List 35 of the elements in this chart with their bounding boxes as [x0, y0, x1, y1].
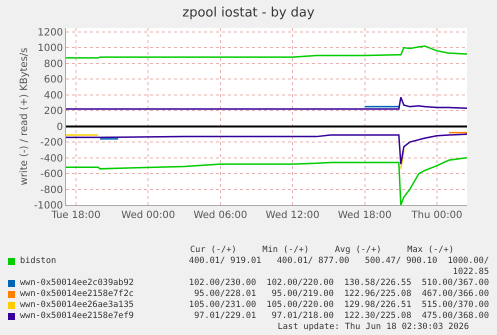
- y-tick-label: 400: [44, 90, 63, 102]
- y-tick-label: 1200: [38, 27, 63, 38]
- line-series: [66, 133, 467, 165]
- text: 400.01/ 919.01 400.01/ 877.00 500.47/ 900.10 1000.00/ 1022.85: [188, 256, 489, 278]
- y-tick-label: 600: [44, 74, 63, 86]
- text: 102.00/230.00 102.00/220.00 130.58/226.55 510.00/367.00: [188, 278, 489, 289]
- text: Last update: Thu Jun 18 02:30:03 2026: [276, 322, 470, 333]
- legend-label: wwn-0x50014ee2158e7f2c: [20, 289, 135, 300]
- x-tick-label: Wed 06:00: [193, 210, 248, 221]
- chart-title: zpool iostat - by day: [182, 5, 315, 20]
- y-tick-label: -400: [40, 153, 63, 164]
- x-tick-label: Thu 00:00: [410, 210, 462, 221]
- legend-label: wwn-0x50014ee2158e7ef9: [20, 311, 135, 322]
- x-tick-label: Wed 00:00: [121, 210, 176, 221]
- legend-label: wwn-0x50014ee2c039ab92: [20, 278, 135, 289]
- y-tick-label: -200: [40, 138, 63, 149]
- legend-label: bidston: [20, 256, 58, 268]
- y-tick-label: 1000: [38, 43, 63, 54]
- y-axis-title: write (-) / read (+) KBytes/s: [18, 48, 30, 186]
- text: Cur (-/+) Min (-/+) Avg (-/+) Max (-/+): [189, 245, 455, 256]
- legend-label: wwn-0x50014ee26ae3a135: [20, 300, 135, 311]
- y-tick-label: -800: [40, 184, 63, 196]
- y-tick-label: 800: [44, 58, 63, 70]
- x-tick-label: Wed 18:00: [338, 210, 392, 221]
- line-series: [66, 96, 467, 110]
- y-tick-label: 200: [44, 106, 63, 118]
- y-tick-label: -1000: [34, 200, 63, 212]
- y-tick-label: 0: [56, 122, 63, 133]
- text: 105.00/231.00 105.00/220.00 129.98/226.51 515.00/370.00: [188, 300, 489, 311]
- x-tick-label: Wed 12:00: [266, 210, 320, 221]
- text: 95.00/228.01 95.00/219.00 122.96/225.08 467.00/366.00: [193, 289, 489, 300]
- text: 97.01/229.01 97.01/218.00 122.30/225.08 475.00/368.00: [193, 311, 489, 322]
- line-series: [66, 45, 467, 59]
- y-tick-label: -600: [40, 169, 63, 180]
- x-tick-label: Tue 18:00: [50, 210, 101, 221]
